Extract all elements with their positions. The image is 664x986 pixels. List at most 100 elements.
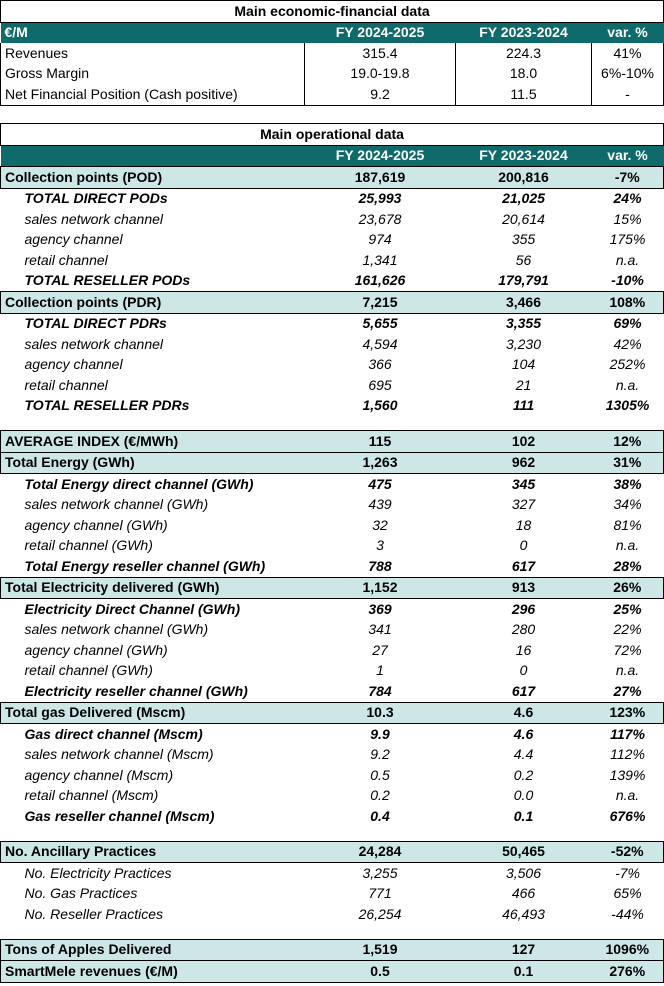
econ-row-fy2425: 9.2 [304,84,456,106]
econ-row-label: Revenues [0,43,305,64]
ops-row: agency channel 366 104 252% [1,355,664,376]
ops-row-fy2425: 4,594 [362,335,398,352]
econ-row-fy2324: 224.3 [455,43,592,64]
ops-row: retail channel (GWh) 1 0 n.a. [1,661,664,682]
econ-row-label: Gross Margin [0,63,305,84]
ops-row-label: retail channel [24,251,108,268]
ops-row-fy2425 [305,827,456,842]
ops-row-var: n.a. [615,376,640,393]
ops-row-var: -44% [611,905,644,922]
ops-row-fy2425: 23,678 [358,210,402,227]
econ-row-fy2324: 11.5 [455,84,592,106]
ops-row-fy2324: 21 [515,376,532,393]
ops-row-label [1,827,305,842]
ops-row-var: 12% [591,430,664,453]
ops-row-fy2425: 3,255 [362,864,398,881]
ops-row-var: 27% [613,682,642,699]
ops-row-fy2425: 974 [368,231,392,248]
ops-section-row: SmartMele revenues (€/M) 0.5 0.1 276% [0,960,664,983]
ops-row-fy2425: 366 [368,356,392,373]
ops-row-var: 31% [591,451,664,474]
ops-row-label: Collection points (POD) [0,166,305,189]
ops-row-fy2324: 104 [511,356,536,373]
ops-row: Electricity reseller channel (GWh) 784 617… [1,681,664,702]
econ-row-fy2425: 19.0-19.8 [304,63,456,84]
ops-row-label: retail channel (Mscm) [24,787,159,804]
ops-header-var: var. % [591,145,664,167]
ops-header-fy2324: FY 2023-2024 [455,145,592,167]
ops-row-fy2425: 161,626 [354,272,406,289]
ops-row-label: agency channel (GWh) [24,641,168,658]
ops-row-fy2425: 3 [376,537,384,554]
ops-row-label: Total Energy reseller channel (GWh) [24,557,266,574]
econ-row-fy2425: 315.4 [304,43,456,64]
ops-row-label: No. Ancillary Practices [0,840,305,863]
ops-header-blank [0,145,305,167]
ops-row: Total Energy reseller channel (GWh) 788 61… [1,556,664,577]
ops-row-fy2425: 1,560 [362,397,398,414]
ops-row-label: sales network channel (GWh) [24,496,209,513]
econ-header-unit: €/M [0,22,305,43]
ops-row-fy2324: 913 [455,576,592,599]
ops-row-fy2324: 466 [511,885,536,902]
ops-section-row: No. Ancillary Practices 24,284 50,465 -52% [0,840,664,863]
ops-row-label: AVERAGE INDEX (€/MWh) [0,430,305,453]
ops-row-label [1,416,305,431]
ops-row-fy2324: 345 [511,475,536,492]
ops-row-var: -52% [591,840,664,863]
ops-row-var: 24% [613,190,642,207]
econ-row: Gross Margin 19.0-19.8 18.0 6%-10% [0,63,664,84]
ops-row-fy2324: 20,614 [502,210,545,227]
ops-row-label: TOTAL RESELLER PODs [24,272,191,289]
ops-row-fy2425: 0.5 [304,960,456,983]
ops-row-fy2425 [305,416,456,431]
ops-row-var: 81% [613,516,642,533]
ops-row-var: 69% [613,315,642,332]
ops-section-row: Collection points (POD) 187,619 200,816 -7% [0,166,664,189]
ops-row-fy2324: 16 [515,641,532,658]
ops-row-var: 1096% [591,938,664,961]
ops-row-var: 276% [591,960,664,983]
econ-table: Main economic-financial data €/M FY 2024… [0,0,664,106]
econ-row-var: - [591,84,664,106]
ops-row-fy2324: 4.4 [513,746,534,763]
ops-row-label: Collection points (PDR) [0,291,305,314]
ops-row: Gas direct channel (Mscm) 9.9 4.6 117% [1,724,664,745]
ops-row-fy2425: 25,993 [358,190,402,207]
ops-row-var: 22% [613,621,642,638]
ops-row-fy2324: 296 [511,600,536,617]
ops-row-var: 72% [613,641,642,658]
ops-section-row: Total Energy (GWh) 1,263 962 31% [0,451,664,474]
ops-row-label: agency channel (GWh) [24,516,168,533]
ops-row-fy2425: 26,254 [358,905,402,922]
ops-row-fy2425: 10.3 [304,701,456,724]
ops-row-fy2324: 50,465 [455,840,592,863]
ops-row-var: 117% [610,725,645,742]
ops-row-fy2425: 0.2 [370,787,390,804]
ops-header-row: FY 2024-2025 FY 2023-2024 var. % [0,145,664,167]
ops-row-fy2324: 21,025 [502,190,545,207]
ops-row: agency channel 974 355 175% [1,230,664,251]
ops-row-fy2324: 18 [515,516,532,533]
ops-row-fy2324: 962 [455,451,592,474]
econ-row-fy2324: 18.0 [455,63,592,84]
ops-row: sales network channel (GWh) 341 280 22% [1,620,664,641]
ops-row-fy2324: 617 [511,557,536,574]
ops-row-var: n.a. [615,537,640,554]
econ-header-var: var. % [591,22,664,43]
ops-row-fy2324: 4.6 [455,701,592,724]
ops-row: agency channel (GWh) 32 18 81% [1,515,664,536]
ops-row-label: No. Electricity Practices [24,864,172,881]
ops-row-label: Total Energy direct channel (GWh) [24,475,254,492]
ops-section-row: Tons of Apples Delivered 1,519 127 1096% [0,938,664,961]
ops-row-label: Electricity reseller channel (GWh) [24,682,248,699]
ops-spacer-row [1,827,664,842]
ops-row-fy2425: 27 [372,641,388,658]
ops-row-fy2425: 369 [368,600,392,617]
ops-row-label: SmartMele revenues (€/M) [0,960,305,983]
ops-row-var: 28% [613,557,642,574]
ops-row-fy2425: 24,284 [304,840,456,863]
ops-row-fy2324: 3,355 [505,315,542,332]
ops-row-label: No. Reseller Practices [24,905,164,922]
ops-row-label: sales network channel [24,210,164,227]
